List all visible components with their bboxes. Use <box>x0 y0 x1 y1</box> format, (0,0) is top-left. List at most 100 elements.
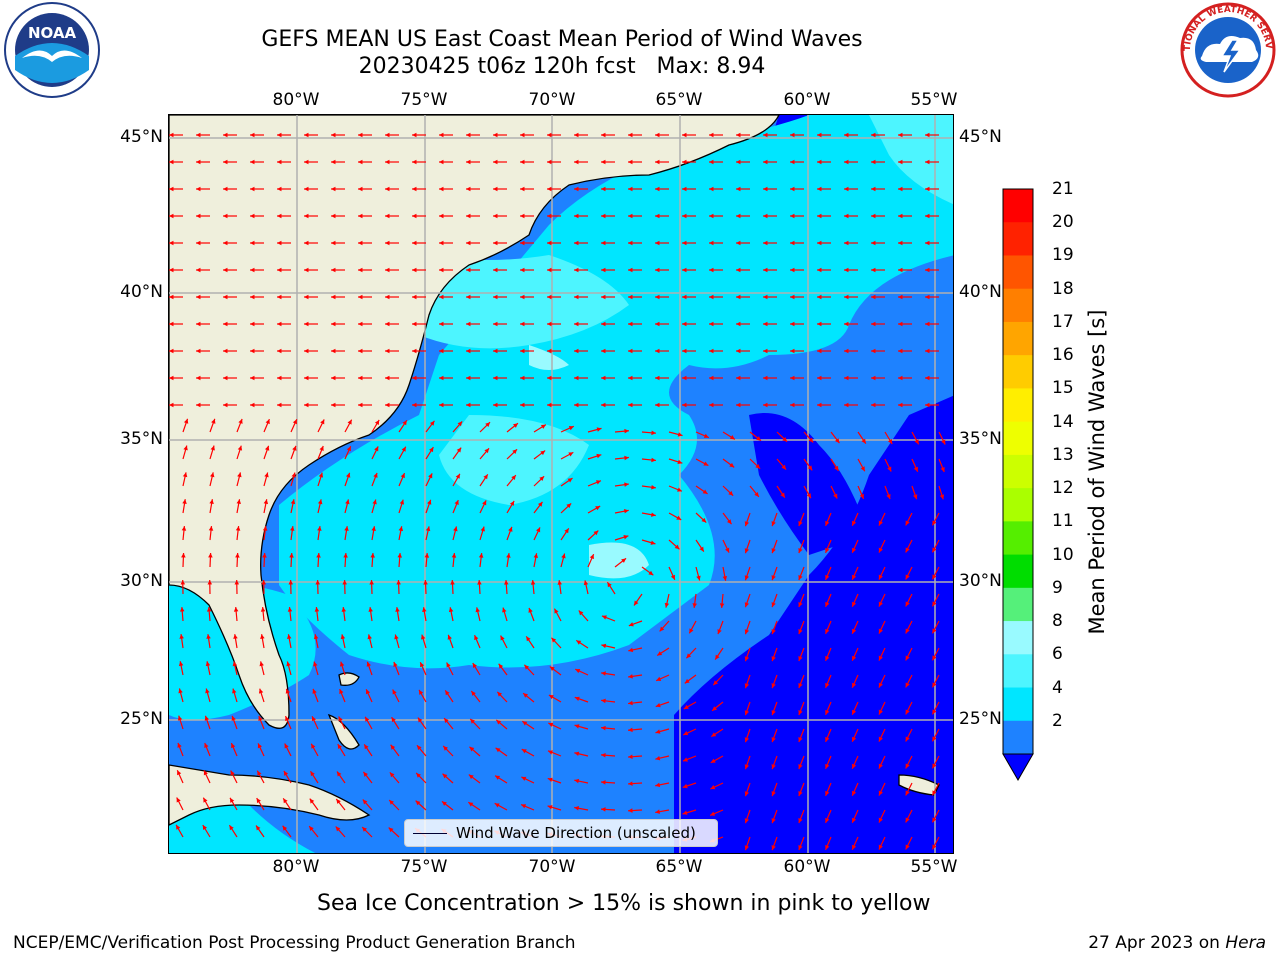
direction-arrow <box>250 132 264 138</box>
lon-label-bottom: 60°W <box>783 857 831 877</box>
direction-arrow <box>548 722 562 730</box>
colorbar-segment <box>1003 488 1033 522</box>
direction-arrow <box>391 716 400 730</box>
direction-arrow <box>825 674 832 689</box>
footer-host: Hera <box>1225 933 1266 953</box>
wave-direction-arrows <box>169 132 946 851</box>
direction-arrow <box>223 375 237 381</box>
direction-arrow <box>223 321 237 327</box>
direction-arrow <box>844 159 858 165</box>
direction-arrow <box>223 348 237 354</box>
colorbar-tick-label: 12 <box>1052 478 1074 499</box>
direction-arrow <box>229 797 238 811</box>
direction-arrow <box>736 321 750 327</box>
direction-arrow <box>533 450 546 460</box>
direction-arrow <box>398 526 404 541</box>
direction-arrow <box>844 375 858 381</box>
direction-arrow <box>331 213 345 219</box>
direction-arrow <box>682 782 697 789</box>
direction-arrow <box>290 472 296 487</box>
direction-arrow <box>371 499 377 514</box>
direction-arrow <box>736 267 750 273</box>
direction-arrow <box>179 634 184 649</box>
direction-arrow <box>722 512 732 525</box>
direction-arrow <box>776 458 787 471</box>
direction-arrow <box>878 809 886 823</box>
direction-arrow <box>388 827 400 838</box>
direction-arrow <box>466 375 480 381</box>
direction-arrow <box>878 755 886 769</box>
direction-arrow <box>371 472 378 487</box>
colorbar-segment <box>1003 355 1033 389</box>
direction-arrow <box>709 159 723 165</box>
direction-arrow <box>520 213 534 219</box>
direction-arrow <box>371 446 379 460</box>
direction-arrow <box>709 402 723 408</box>
direction-arrow <box>776 431 788 443</box>
direction-arrow <box>450 579 455 595</box>
direction-arrow <box>695 512 707 523</box>
direction-arrow <box>575 668 589 676</box>
direction-arrow <box>682 213 696 219</box>
direction-arrow <box>574 696 589 703</box>
colorbar-tick-label: 17 <box>1052 311 1074 332</box>
direction-arrow <box>285 688 292 703</box>
direction-arrow <box>250 267 264 273</box>
direction-arrow <box>315 579 320 595</box>
direction-arrow <box>263 445 270 460</box>
direction-arrow <box>493 240 507 246</box>
colorbar-tick-label: 11 <box>1052 511 1074 532</box>
direction-arrow <box>931 620 940 634</box>
lon-label-top: 70°W <box>528 90 576 110</box>
direction-arrow <box>790 294 804 300</box>
direction-arrow <box>310 743 319 757</box>
direction-arrow <box>601 402 615 408</box>
direction-arrow <box>682 375 696 381</box>
direction-arrow <box>798 647 805 662</box>
lat-label-left: 25°N <box>120 709 163 729</box>
legend-line-swatch <box>413 833 447 834</box>
direction-arrow <box>412 186 426 192</box>
direction-arrow <box>196 267 210 273</box>
direction-arrow <box>825 566 832 581</box>
lon-label-top: 65°W <box>655 90 703 110</box>
direction-arrow <box>857 458 866 472</box>
colorbar-segment <box>1003 621 1033 655</box>
direction-arrow <box>344 499 350 514</box>
direction-arrow <box>871 375 885 381</box>
direction-arrow <box>695 485 708 495</box>
direction-arrow <box>452 499 459 514</box>
direction-arrow <box>498 663 508 676</box>
direction-arrow <box>905 809 913 823</box>
direction-arrow <box>477 579 482 595</box>
direction-arrow <box>504 579 509 595</box>
direction-arrow <box>506 553 511 568</box>
direction-arrow <box>466 402 480 408</box>
direction-arrow <box>367 634 373 649</box>
direction-arrow <box>209 499 214 514</box>
direction-arrow <box>575 639 589 649</box>
direction-arrow <box>385 267 399 273</box>
direction-arrow <box>339 688 346 703</box>
footer-credit: NCEP/EMC/Verification Post Processing Pr… <box>13 933 576 953</box>
direction-arrow <box>250 402 264 408</box>
direction-arrow <box>196 240 210 246</box>
direction-arrow <box>289 552 294 568</box>
direction-arrow <box>520 294 534 300</box>
direction-arrow <box>277 321 291 327</box>
direction-arrow <box>335 826 346 838</box>
direction-arrow <box>925 186 939 192</box>
direction-arrow <box>204 715 211 730</box>
direction-arrow <box>878 620 886 634</box>
direction-arrow <box>196 294 210 300</box>
direction-arrow <box>655 674 670 682</box>
direction-arrow <box>931 809 940 823</box>
direction-arrow <box>884 485 891 500</box>
colorbar-tick-label: 19 <box>1052 245 1074 266</box>
direction-arrow <box>709 348 723 354</box>
direction-arrow <box>736 159 750 165</box>
direction-arrow <box>578 610 589 622</box>
direction-arrow <box>878 647 886 661</box>
direction-arrow <box>878 539 886 553</box>
direction-arrow <box>424 553 430 568</box>
